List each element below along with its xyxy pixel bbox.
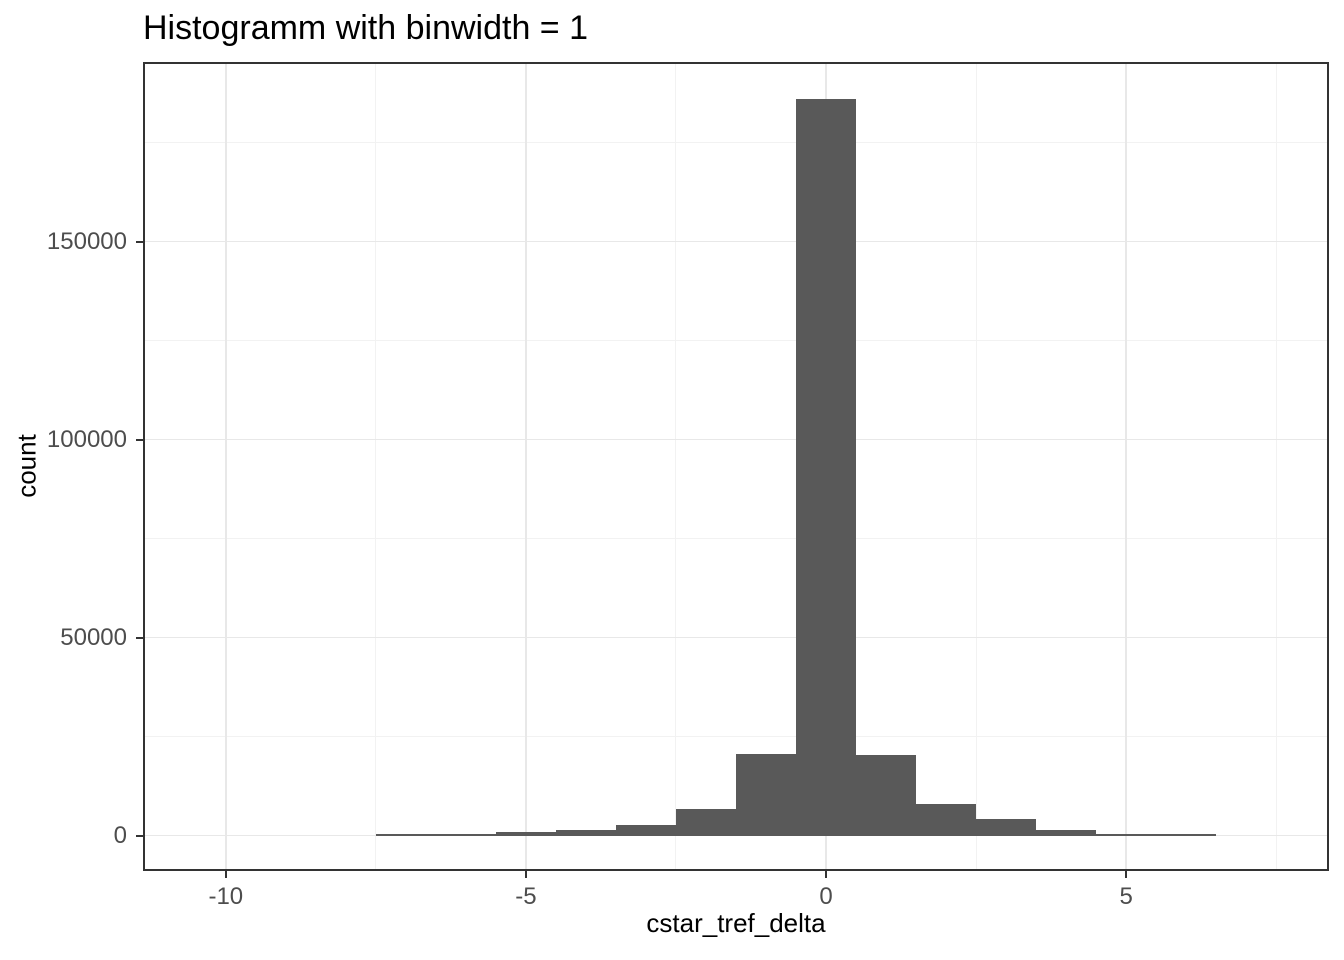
histogram-bar — [856, 754, 917, 836]
x-tick-label: 5 — [1119, 883, 1133, 910]
histogram-bar — [555, 829, 616, 836]
histogram-bar — [796, 99, 857, 836]
x-tick-label: -10 — [208, 883, 244, 910]
gridline-y-minor — [143, 538, 1329, 540]
histogram-bar — [375, 834, 436, 836]
y-tick-mark — [136, 636, 143, 639]
gridline-x-minor — [675, 62, 677, 871]
histogram-bar — [916, 803, 977, 836]
histogram-bar — [1096, 834, 1157, 836]
gridline-y-minor — [143, 142, 1329, 144]
gridline-x-minor — [975, 62, 977, 871]
y-tick-label: 150000 — [46, 227, 127, 255]
gridline-x-major — [524, 62, 527, 871]
y-tick-mark — [136, 834, 143, 837]
x-tick-mark — [1125, 871, 1128, 878]
gridline-y-major — [143, 438, 1329, 440]
gridline-y-minor — [143, 736, 1329, 738]
gridline-x-major — [1125, 62, 1128, 871]
histogram-bar — [976, 818, 1037, 836]
gridline-y-major — [143, 636, 1329, 638]
x-tick-mark — [224, 871, 227, 878]
x-tick-label: 0 — [819, 883, 833, 910]
histogram-bar — [435, 834, 496, 836]
histogram-bar — [615, 824, 676, 836]
y-tick-label: 0 — [113, 821, 127, 849]
histogram-bar — [1036, 830, 1097, 836]
histogram-bar — [495, 832, 556, 836]
panel-border — [143, 62, 1329, 871]
histogram-bar — [736, 754, 797, 836]
histogram-bar — [1156, 834, 1217, 836]
x-tick-label: -5 — [515, 883, 537, 910]
gridline-y-major — [143, 240, 1329, 242]
y-tick-mark — [136, 438, 143, 441]
histogram-bar — [675, 809, 736, 836]
plot-panel — [143, 62, 1329, 871]
x-tick-mark — [524, 871, 527, 878]
gridline-x-minor — [375, 62, 377, 871]
y-tick-label: 50000 — [60, 623, 127, 651]
chart-title: Histogramm with binwidth = 1 — [143, 9, 589, 47]
x-tick-mark — [825, 871, 828, 878]
gridline-x-major — [224, 62, 227, 871]
gridline-x-minor — [1275, 62, 1277, 871]
gridline-y-minor — [143, 340, 1329, 342]
y-tick-mark — [136, 240, 143, 243]
x-axis-title: cstar_tref_delta — [646, 908, 826, 938]
y-tick-label: 100000 — [46, 425, 127, 453]
